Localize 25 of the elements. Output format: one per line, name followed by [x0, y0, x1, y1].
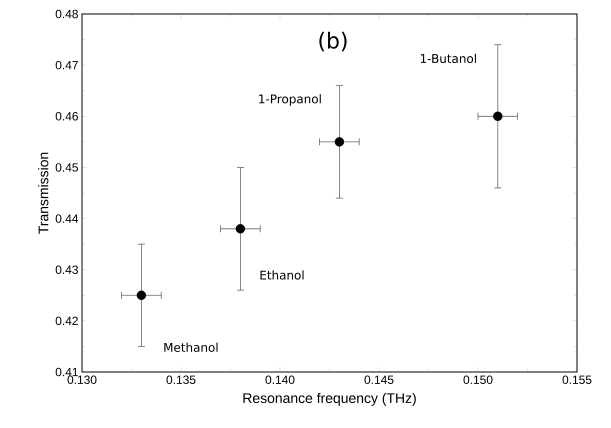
- y-tick-label: 0.47: [56, 60, 78, 70]
- annotation: 1-Propanol: [259, 94, 321, 106]
- annotation: Ethanol: [260, 270, 304, 280]
- x-axis-title: Resonance frequency (THz): [243, 392, 416, 406]
- x-tick-label: 0.135: [166, 376, 196, 384]
- point: [493, 112, 503, 121]
- y-tick-label: 0.46: [56, 112, 78, 121]
- x-tick-label: 0.150: [464, 376, 492, 384]
- annotation: Methanol: [164, 342, 218, 352]
- point: [334, 137, 344, 147]
- x-tick-label: 0.145: [364, 376, 394, 384]
- point: [136, 290, 146, 300]
- y-tick-label: 0.43: [56, 265, 78, 274]
- y-tick-label: 0.42: [56, 316, 78, 326]
- y-tick-label: 0.48: [56, 10, 78, 18]
- x-tick-label: 0.130: [68, 376, 96, 384]
- annotation: 1-Butanol: [420, 54, 476, 64]
- x-tick-label: 0.155: [562, 376, 592, 384]
- y-tick-label: 0.44: [56, 214, 78, 223]
- y-tick-label: 0.45: [56, 163, 78, 172]
- point: [236, 224, 246, 234]
- x-tick-label: 0.140: [266, 376, 294, 384]
- text: (b): [319, 32, 347, 52]
- y-tick-label: 0.41: [56, 368, 78, 376]
- y-axis-title: Transmission: [38, 152, 48, 234]
